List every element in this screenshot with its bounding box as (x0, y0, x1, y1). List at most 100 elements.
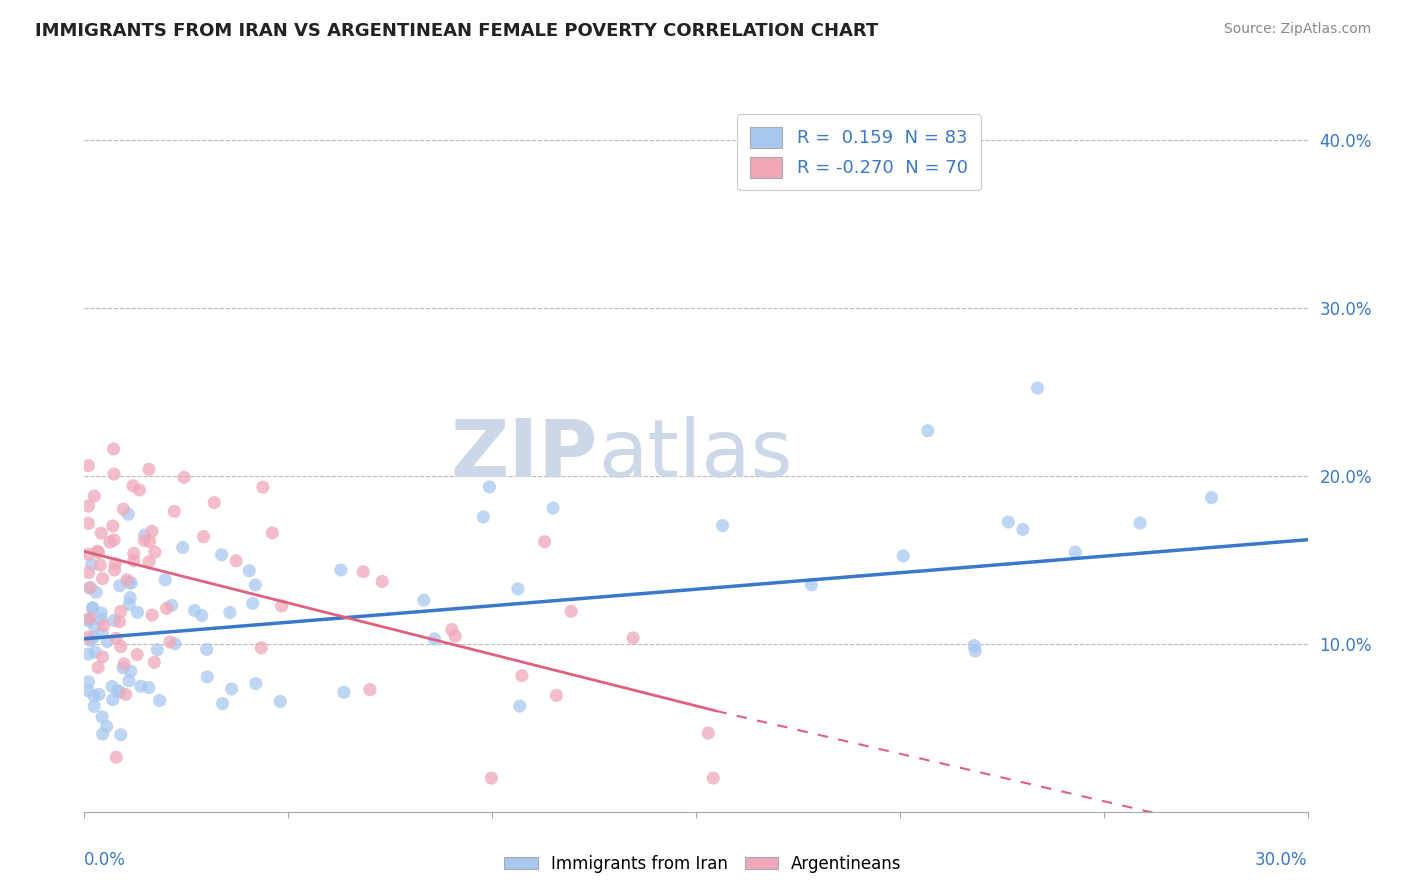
Text: atlas: atlas (598, 416, 793, 494)
Point (412, 593, 434, 607)
Point (371, 574, 394, 589)
Point (86, 544, 108, 558)
Point (252, 480, 274, 494)
Point (541, 501, 564, 516)
Point (129, 679, 152, 693)
Point (96, 719, 118, 733)
Point (77, 547, 100, 561)
Point (146, 642, 169, 657)
Point (110, 640, 132, 654)
Point (93, 618, 115, 632)
Point (101, 519, 124, 533)
Point (83, 489, 105, 503)
Point (112, 502, 135, 516)
Point (82, 600, 104, 615)
Point (533, 534, 555, 549)
Point (83, 630, 105, 644)
Point (115, 573, 138, 587)
Point (91, 626, 114, 640)
Point (163, 504, 186, 518)
Point (77, 683, 100, 698)
Point (1064, 545, 1087, 559)
Point (965, 644, 987, 658)
Point (127, 648, 149, 662)
Point (120, 664, 142, 678)
Point (110, 728, 132, 742)
Point (191, 608, 214, 623)
Point (77, 458, 100, 473)
Point (83, 689, 105, 703)
Point (134, 528, 156, 542)
Point (479, 771, 502, 785)
Point (138, 681, 160, 695)
Point (112, 661, 135, 675)
Point (997, 515, 1019, 529)
Point (84, 585, 107, 599)
Point (120, 591, 142, 605)
Point (90, 612, 112, 626)
Point (218, 606, 240, 620)
Point (83, 699, 105, 714)
Point (122, 554, 145, 568)
Point (80, 558, 103, 572)
Point (221, 681, 243, 696)
Point (77, 516, 100, 531)
Point (77, 647, 100, 661)
Point (546, 689, 568, 703)
Point (77, 630, 100, 644)
Point (138, 534, 160, 549)
Text: IMMIGRANTS FROM IRAN VS ARGENTINEAN FEMALE POVERTY CORRELATION CHART: IMMIGRANTS FROM IRAN VS ARGENTINEAN FEMA… (35, 22, 879, 40)
Point (110, 685, 132, 699)
Point (108, 615, 131, 629)
Point (621, 631, 644, 645)
Point (79, 581, 101, 595)
Point (112, 657, 135, 671)
Point (101, 692, 124, 706)
Point (80, 633, 103, 648)
Point (134, 533, 156, 548)
Point (173, 470, 195, 484)
Text: 30.0%: 30.0% (1256, 851, 1308, 869)
Point (110, 604, 132, 618)
Point (91, 727, 114, 741)
Point (103, 442, 125, 456)
Point (83, 619, 105, 633)
Point (1026, 381, 1049, 395)
Point (352, 565, 374, 579)
Point (1201, 491, 1223, 505)
Point (1129, 516, 1152, 530)
Point (225, 554, 247, 568)
Point (108, 579, 131, 593)
Point (118, 598, 141, 612)
Point (77, 566, 100, 580)
Point (149, 693, 172, 707)
Point (105, 750, 128, 764)
Point (138, 462, 160, 476)
Point (127, 606, 149, 620)
Point (141, 524, 163, 539)
Point (141, 608, 163, 623)
Point (1012, 523, 1035, 537)
Point (159, 635, 181, 649)
Point (91, 649, 114, 664)
Point (423, 632, 446, 646)
Point (103, 613, 125, 627)
Point (117, 507, 139, 521)
Point (156, 601, 179, 615)
Point (329, 563, 352, 577)
Point (155, 573, 177, 587)
Point (183, 604, 205, 618)
Legend: R =  0.159  N = 83, R = -0.270  N = 70: R = 0.159 N = 83, R = -0.270 N = 70 (737, 114, 980, 190)
Point (91, 710, 114, 724)
Point (193, 530, 215, 544)
Point (105, 632, 128, 646)
Point (270, 599, 292, 613)
Point (195, 642, 218, 657)
Point (509, 699, 531, 714)
Point (211, 548, 233, 562)
Point (122, 546, 145, 560)
Point (138, 555, 160, 569)
Point (163, 637, 186, 651)
Text: ZIP: ZIP (451, 416, 598, 494)
Point (250, 640, 273, 655)
